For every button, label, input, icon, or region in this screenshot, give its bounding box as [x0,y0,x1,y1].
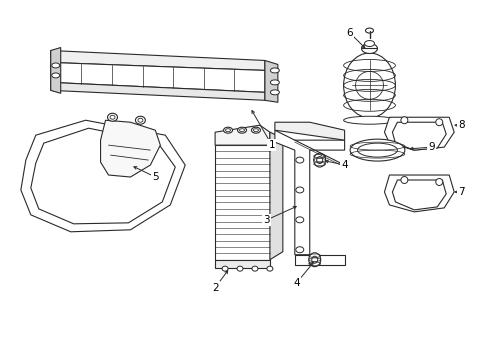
Ellipse shape [107,113,117,121]
Ellipse shape [435,119,442,126]
Ellipse shape [251,266,258,271]
Ellipse shape [110,115,115,119]
Ellipse shape [361,44,377,54]
Ellipse shape [349,139,404,161]
Ellipse shape [270,80,279,85]
Ellipse shape [270,68,279,73]
Text: 3: 3 [263,215,270,225]
Polygon shape [31,128,175,224]
Text: 9: 9 [427,142,434,152]
Ellipse shape [135,116,145,124]
Polygon shape [274,122,344,140]
Polygon shape [264,60,277,102]
Text: 4: 4 [293,278,300,288]
Ellipse shape [295,187,303,193]
Polygon shape [384,175,453,212]
Ellipse shape [52,63,60,68]
Ellipse shape [357,143,397,157]
Text: 7: 7 [457,187,464,197]
Ellipse shape [400,117,407,124]
Ellipse shape [295,217,303,223]
Polygon shape [392,180,446,210]
Polygon shape [51,50,264,71]
Ellipse shape [365,28,373,33]
Ellipse shape [251,127,260,133]
Ellipse shape [138,118,142,122]
Ellipse shape [316,157,322,163]
Polygon shape [392,122,446,150]
Polygon shape [384,117,453,150]
Ellipse shape [266,266,272,271]
Ellipse shape [343,53,395,118]
Polygon shape [274,130,344,255]
Polygon shape [215,145,269,260]
Ellipse shape [52,73,60,78]
Polygon shape [215,260,269,268]
Polygon shape [294,255,344,265]
Text: 4: 4 [341,160,347,170]
Polygon shape [215,125,269,145]
Ellipse shape [313,153,325,167]
Ellipse shape [222,266,227,271]
Ellipse shape [311,256,317,263]
Ellipse shape [343,116,395,124]
Ellipse shape [239,129,244,132]
Polygon shape [21,120,185,232]
Polygon shape [51,82,264,100]
Polygon shape [101,120,160,177]
Text: 5: 5 [152,172,158,182]
Ellipse shape [253,129,258,132]
Ellipse shape [223,127,232,133]
Ellipse shape [295,157,303,163]
Polygon shape [269,132,282,260]
Text: 6: 6 [346,28,352,37]
Ellipse shape [237,266,243,271]
Ellipse shape [435,179,442,185]
Text: 1: 1 [268,140,275,150]
Ellipse shape [225,129,230,132]
Ellipse shape [308,253,320,267]
Polygon shape [51,62,264,92]
Polygon shape [51,48,61,93]
Ellipse shape [364,41,374,46]
Ellipse shape [237,127,246,133]
Text: 8: 8 [457,120,464,130]
Ellipse shape [400,176,407,184]
Ellipse shape [295,247,303,253]
Ellipse shape [270,90,279,95]
Text: 2: 2 [211,283,218,293]
